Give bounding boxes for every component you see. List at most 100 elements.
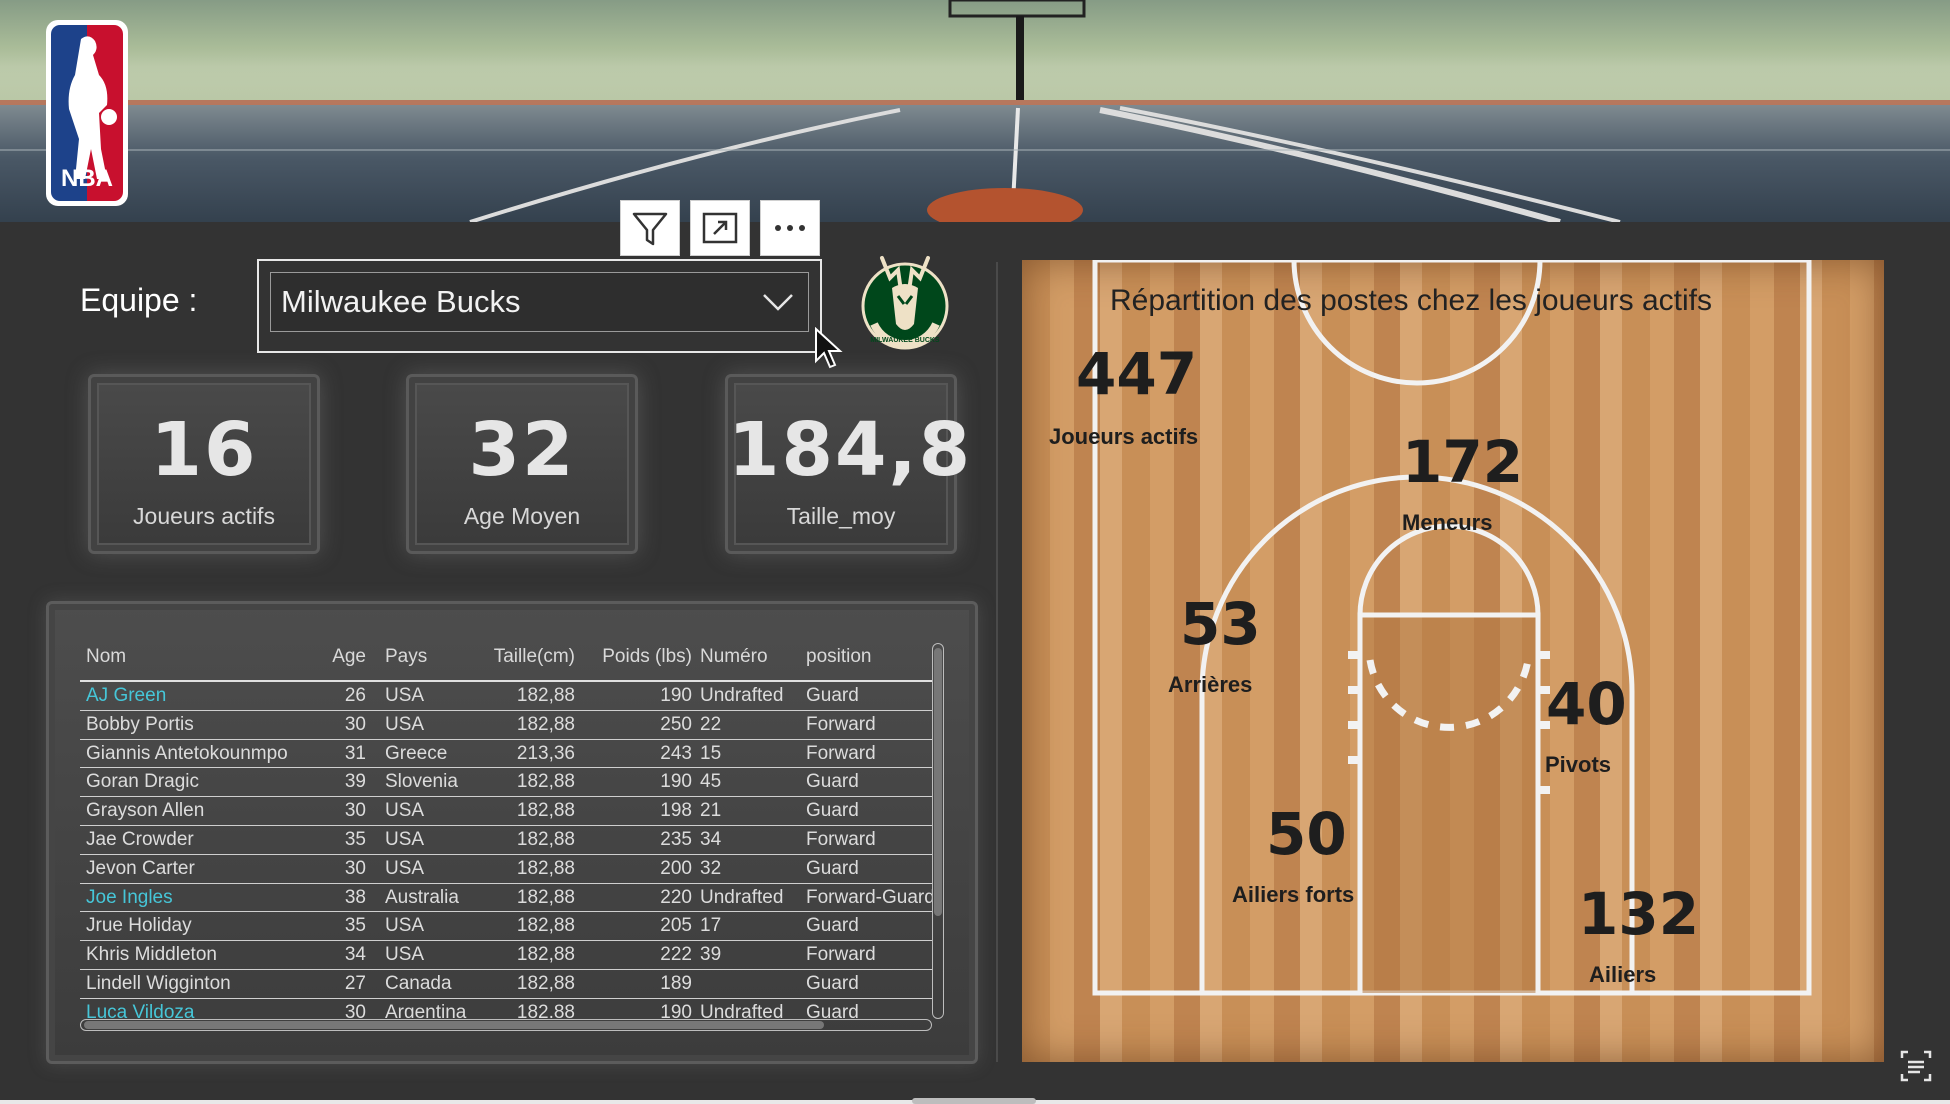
- stat-label-joueurs-actifs: Joueurs actifs: [1049, 424, 1199, 449]
- stat-value-ailiers-forts: 50: [1266, 800, 1347, 868]
- header-banner: NBA: [0, 0, 1950, 222]
- scrollbar-thumb[interactable]: [934, 648, 942, 916]
- col-header-age[interactable]: Age: [332, 646, 366, 667]
- kpi-card-age-moyen[interactable]: 32 Age Moyen: [406, 374, 638, 554]
- stat-value-pivots: 40: [1546, 670, 1627, 738]
- col-header-poids[interactable]: Poids (lbs): [602, 646, 692, 667]
- cell-age: 30: [344, 1001, 366, 1018]
- stat-label-meneurs: Meneurs: [1402, 510, 1493, 535]
- table-row[interactable]: Goran Dragic 39 Slovenia 182,88 190 45 Guard: [80, 768, 932, 798]
- table-row[interactable]: Jrue Holiday 35 USA 182,88 205 17 Guard: [80, 912, 932, 942]
- section-divider: [996, 262, 998, 1062]
- cell-poids: 190: [660, 685, 692, 706]
- cell-age: 30: [344, 713, 366, 735]
- page-scroll-handle[interactable]: [912, 1098, 1036, 1104]
- cell-nom[interactable]: Joe Ingles: [86, 886, 173, 908]
- cell-taille: 182,88: [516, 685, 575, 706]
- table-vertical-scrollbar[interactable]: [932, 643, 944, 1019]
- col-header-taille[interactable]: Taille(cm): [493, 646, 575, 667]
- cell-age: 35: [344, 828, 366, 850]
- table-row[interactable]: AJ Green 26 USA 182,88 190 Undrafted Guard: [80, 682, 932, 711]
- col-header-pays[interactable]: Pays: [385, 646, 428, 667]
- cell-pays: USA: [385, 944, 425, 966]
- cell-taille: 182,88: [516, 800, 575, 822]
- table-row[interactable]: Joe Ingles 38 Australia 182,88 220 Undrafted F…: [80, 884, 932, 913]
- scrollbar-thumb[interactable]: [84, 1021, 824, 1029]
- cell-poids: 190: [660, 771, 692, 793]
- stat-value-meneurs: 172: [1402, 428, 1524, 496]
- cell-position: Guard: [806, 800, 859, 822]
- table-row[interactable]: Luca Vildoza 30 Argentina 182,88 190 Undrafte…: [80, 999, 932, 1018]
- cell-numero: 17: [700, 915, 722, 937]
- kpi-value: 184,8: [728, 407, 973, 493]
- col-header-numero[interactable]: Numéro: [700, 646, 768, 667]
- cell-nom: Grayson Allen: [86, 800, 205, 822]
- cell-taille: 182,88: [516, 915, 575, 937]
- cell-age: 30: [344, 800, 366, 822]
- filter-button[interactable]: [620, 200, 680, 256]
- team-logo-text: MILWAUKEE BUCKS: [870, 337, 940, 344]
- cell-nom: Jevon Carter: [86, 857, 195, 879]
- focus-mode-icon: [702, 212, 738, 244]
- table-row[interactable]: Jevon Carter 30 USA 182,88 200 32 Guard: [80, 855, 932, 884]
- focus-mode-button[interactable]: [690, 200, 750, 256]
- team-dropdown-value: Milwaukee Bucks: [281, 284, 521, 319]
- cell-poids: 243: [660, 742, 692, 764]
- col-header-position[interactable]: position: [806, 646, 872, 667]
- cell-numero: 45: [700, 771, 722, 793]
- banner-court-lines: [0, 0, 1950, 222]
- cell-age: 38: [344, 886, 366, 908]
- cell-pays: Argentina: [385, 1001, 467, 1018]
- table-row[interactable]: Bobby Portis 30 USA 182,88 250 22 Forward: [80, 711, 932, 740]
- kpi-label: Taille_moy: [786, 503, 896, 529]
- court-visual: [1022, 260, 1884, 1062]
- cell-position: Forward: [806, 742, 876, 764]
- cell-numero: 21: [700, 800, 722, 822]
- cell-position: Forward-Guard: [806, 886, 932, 908]
- kpi-card-joueurs-actifs[interactable]: 16 Joueurs actifs: [88, 374, 320, 554]
- cell-position: Forward: [806, 944, 876, 966]
- cell-age: 31: [344, 742, 366, 764]
- cell-position: Guard: [806, 685, 859, 706]
- col-header-nom[interactable]: Nom: [86, 646, 127, 667]
- cell-pays: Australia: [385, 886, 459, 908]
- table-row[interactable]: Grayson Allen 30 USA 182,88 198 21 Guard: [80, 797, 932, 826]
- cell-position: Guard: [806, 1001, 859, 1018]
- cell-poids: 189: [660, 972, 692, 994]
- cell-age: 39: [344, 771, 366, 793]
- table-row[interactable]: Lindell Wigginton 27 Canada 182,88 189 Guard: [80, 970, 932, 999]
- cell-numero: Undrafted: [700, 685, 784, 706]
- table-header: Nom Age Pays Taille(cm) Poids (lbs) Numé…: [80, 640, 932, 682]
- table-horizontal-scrollbar[interactable]: [80, 1019, 932, 1031]
- table-row[interactable]: Khris Middleton 34 USA 182,88 222 39 Forward: [80, 941, 932, 970]
- kpi-value: 32: [468, 407, 576, 493]
- cell-position: Forward: [806, 713, 876, 735]
- table-row[interactable]: Giannis Antetokounmpo 31 Greece 213,36 243 15…: [80, 740, 932, 769]
- players-table-card: [46, 601, 978, 1064]
- mouse-cursor-icon: [815, 327, 843, 369]
- cell-taille: 182,88: [516, 944, 575, 966]
- cell-nom[interactable]: Luca Vildoza: [86, 1001, 195, 1018]
- cell-age: 26: [344, 685, 366, 706]
- visual-table-icon[interactable]: [1896, 1046, 1936, 1086]
- cell-nom[interactable]: AJ Green: [86, 685, 167, 706]
- stat-label-pivots: Pivots: [1545, 752, 1612, 777]
- cell-nom: Bobby Portis: [86, 713, 194, 735]
- team-dropdown[interactable]: Milwaukee Bucks: [270, 272, 809, 332]
- team-logo-icon: MILWAUKEE BUCKS: [861, 256, 949, 350]
- team-slicer-frame: [257, 259, 822, 353]
- cell-position: Guard: [806, 857, 859, 879]
- cell-position: Guard: [806, 972, 859, 994]
- players-table: Nom Age Pays Taille(cm) Poids (lbs) Numé…: [80, 640, 932, 1018]
- cell-position: Guard: [806, 915, 859, 937]
- table-row[interactable]: Jae Crowder 35 USA 182,88 235 34 Forward: [80, 826, 932, 855]
- filter-icon: [632, 212, 668, 246]
- stat-value-ailiers: 132: [1578, 880, 1700, 948]
- cell-pays: Greece: [385, 742, 448, 764]
- cell-numero: 32: [700, 857, 722, 879]
- more-options-button[interactable]: [760, 200, 820, 256]
- cell-pays: Slovenia: [385, 771, 458, 793]
- kpi-label: Joueurs actifs: [133, 503, 275, 529]
- kpi-card-taille-moy[interactable]: 184,8 Taille_moy: [725, 374, 973, 554]
